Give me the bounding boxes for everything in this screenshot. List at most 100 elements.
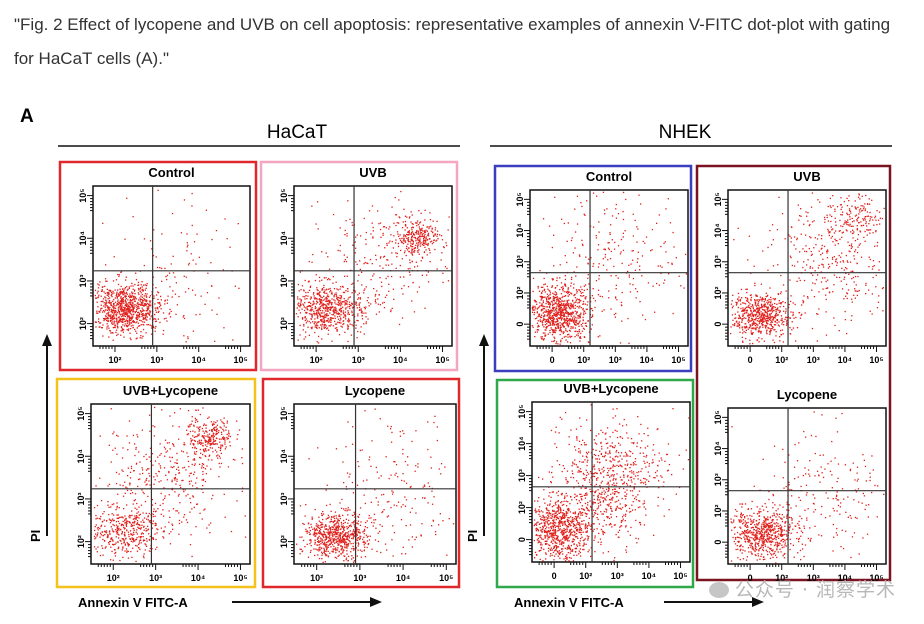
x-tick-label: 10³ bbox=[352, 355, 365, 365]
x-tick-label: 10⁵ bbox=[671, 355, 685, 365]
dotplot-hacat-lycopene: Lycopene 10² 10³ 10⁴ 10⁵ 10² 10³ 10⁴ 10⁵ bbox=[261, 377, 461, 589]
x-tick-label: 10⁴ bbox=[642, 571, 656, 581]
dotplot-nhek-uvb-lycopene: UVB+Lycopene 0 10² 10³ 10⁴ 10⁵ 0 10² 10³ 10⁴ 10⁵ bbox=[495, 378, 695, 589]
group-title-nhek: NHEK bbox=[659, 122, 712, 143]
y-tick-label: 10³ bbox=[279, 492, 289, 505]
y-tick-label: 10⁴ bbox=[713, 441, 723, 455]
plot-area bbox=[92, 185, 251, 347]
y-tick-label: 10⁵ bbox=[279, 406, 289, 420]
x-tick-label: 10⁴ bbox=[191, 573, 205, 583]
y-tick-label: 10² bbox=[515, 286, 525, 299]
wechat-icon bbox=[708, 582, 729, 598]
y-tick-label: 10⁴ bbox=[76, 449, 86, 463]
y-tick-label: 10² bbox=[713, 286, 723, 299]
x-tick-label: 10² bbox=[579, 571, 592, 581]
plot-area bbox=[727, 407, 887, 565]
x-tick-label: 10⁴ bbox=[191, 355, 205, 365]
x-tick-label: 10³ bbox=[353, 573, 366, 583]
panel-frame bbox=[58, 160, 258, 372]
x-tick-label: 10⁵ bbox=[673, 571, 687, 581]
panel-frame bbox=[55, 377, 257, 589]
y-tick-label: 10³ bbox=[279, 274, 289, 287]
panel-title: UVB+Lycopene bbox=[563, 381, 658, 396]
y-tick-label: 10⁵ bbox=[713, 192, 723, 206]
annexin-axis-hacat: Annexin V FITC-A bbox=[78, 595, 382, 610]
figure-caption: "Fig. 2 Effect of lycopene and UVB on ce… bbox=[14, 15, 891, 68]
dotplot-nhek-control: Control 0 10² 10³ 10⁴ 10⁵ 0 10² 10³ 10⁴ 10⁵ bbox=[493, 164, 693, 373]
pi-axis-nhek: PI bbox=[465, 334, 489, 542]
panel-title: Lycopene bbox=[777, 387, 837, 402]
y-tick-label: 0 bbox=[713, 322, 723, 327]
pi-label-hacat: PI bbox=[28, 530, 43, 542]
y-tick-label: 10⁵ bbox=[713, 410, 723, 424]
event-dots bbox=[730, 411, 885, 564]
y-tick-label: 10² bbox=[279, 535, 289, 548]
y-tick-label: 10⁴ bbox=[279, 231, 289, 245]
x-tick-label: 10⁴ bbox=[838, 573, 852, 583]
y-tick-label: 10² bbox=[76, 535, 86, 548]
x-tick-label: 0 bbox=[748, 355, 753, 365]
y-tick-label: 10³ bbox=[76, 492, 86, 505]
dotplot-hacat-uvb-lycopene: UVB+Lycopene 10² 10³ 10⁴ 10⁵ 10² 10³ 10⁴ 10⁵ bbox=[55, 377, 257, 589]
dotplot-hacat-control: Control 10² 10³ 10⁴ 10⁵ 10² 10³ 10⁴ 10⁵ bbox=[58, 160, 258, 372]
y-tick-label: 10⁵ bbox=[76, 406, 86, 420]
y-tick-label: 10⁴ bbox=[515, 223, 525, 237]
x-tick-label: 10⁴ bbox=[838, 355, 852, 365]
x-tick-label: 10³ bbox=[611, 571, 624, 581]
y-tick-label: 10³ bbox=[78, 274, 88, 287]
y-tick-label: 10³ bbox=[713, 255, 723, 268]
pi-axis-hacat: PI bbox=[28, 334, 52, 542]
x-tick-label: 10³ bbox=[609, 355, 622, 365]
x-tick-label: 10⁵ bbox=[233, 355, 247, 365]
x-tick-label: 10⁵ bbox=[435, 355, 449, 365]
y-tick-label: 0 bbox=[713, 540, 723, 545]
y-tick-label: 10³ bbox=[515, 255, 525, 268]
panel-title: Control bbox=[148, 165, 194, 180]
plot-area bbox=[531, 401, 691, 563]
panel-title: Control bbox=[586, 169, 632, 184]
plot-area bbox=[293, 403, 457, 565]
x-tick-label: 10² bbox=[108, 355, 121, 365]
panel-frame bbox=[261, 377, 461, 589]
x-tick-label: 0 bbox=[552, 571, 557, 581]
y-tick-label: 10⁵ bbox=[517, 404, 527, 418]
x-tick-label: 10⁵ bbox=[869, 355, 883, 365]
y-tick-label: 10² bbox=[279, 317, 289, 330]
event-dots bbox=[730, 192, 885, 345]
y-tick-label: 10³ bbox=[713, 473, 723, 486]
y-tick-label: 0 bbox=[515, 322, 525, 327]
x-tick-label: 10³ bbox=[807, 355, 820, 365]
event-dots bbox=[533, 404, 690, 562]
event-dots bbox=[93, 406, 247, 563]
panel-frame bbox=[259, 160, 459, 372]
x-tick-label: 10³ bbox=[807, 573, 820, 583]
y-tick-label: 10² bbox=[78, 317, 88, 330]
figure-2a: A HaCaT NHEK Control 10² 10³ 10⁴ 10⁵ 10² 10³ 10… bbox=[0, 96, 924, 624]
x-tick-label: 10⁴ bbox=[396, 573, 410, 583]
panel-letter: A bbox=[20, 106, 34, 127]
x-tick-label: 10³ bbox=[150, 355, 163, 365]
panel-frame bbox=[695, 164, 892, 582]
x-tick-label: 0 bbox=[748, 573, 753, 583]
pi-label-nhek: PI bbox=[465, 530, 480, 542]
group-title-hacat: HaCaT bbox=[267, 122, 328, 143]
watermark: 公众号 · 润察学术 bbox=[708, 575, 896, 602]
y-tick-label: 10² bbox=[517, 501, 527, 514]
panel-frame bbox=[493, 164, 693, 373]
dotplot-nhek-uvb: UVB 0 10² 10³ 10⁴ 10⁵ 0 10² 10³ 10⁴ 10⁵ bbox=[695, 164, 892, 582]
x-tick-label: 10² bbox=[577, 355, 590, 365]
plot-area bbox=[727, 189, 887, 347]
annexin-label-hacat: Annexin V FITC-A bbox=[78, 595, 188, 610]
y-tick-label: 10⁵ bbox=[279, 188, 289, 202]
panel-title: Lycopene bbox=[345, 383, 405, 398]
y-tick-label: 10² bbox=[713, 504, 723, 517]
x-tick-label: 10² bbox=[107, 573, 120, 583]
watermark-text: 公众号 · 润察学术 bbox=[734, 579, 896, 601]
flow-cytometry-figure: A HaCaT NHEK Control 10² 10³ 10⁴ 10⁵ 10² 10³ 10… bbox=[20, 106, 892, 610]
y-tick-label: 10⁵ bbox=[78, 188, 88, 202]
x-tick-label: 0 bbox=[550, 355, 555, 365]
dotplot-hacat-uvb: UVB 10² 10³ 10⁴ 10⁵ 10² 10³ 10⁴ 10⁵ bbox=[259, 160, 459, 372]
x-tick-label: 10² bbox=[310, 355, 323, 365]
dotplot-nhek-lycopene: Lycopene 0 10² 10³ 10⁴ 10⁵ 0 10² 10³ 10⁴ 10⁵ bbox=[713, 387, 887, 583]
x-tick-label: 10⁴ bbox=[640, 355, 654, 365]
